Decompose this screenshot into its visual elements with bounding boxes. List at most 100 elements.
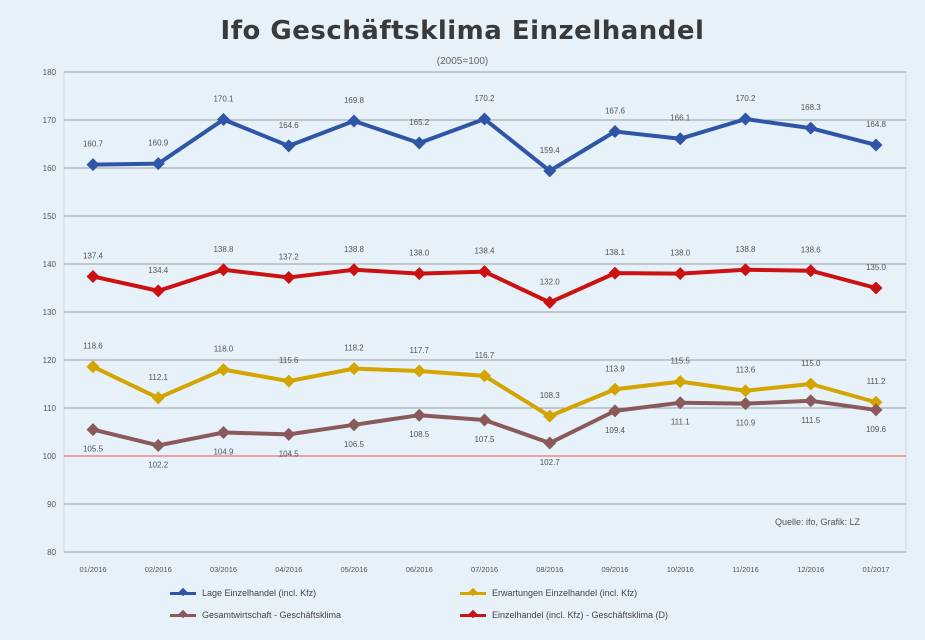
y-tick-label: 130 bbox=[43, 308, 57, 317]
data-point-0-8 bbox=[608, 125, 622, 139]
data-point-2-10 bbox=[739, 384, 752, 398]
data-label-1-1: 134.4 bbox=[148, 266, 169, 275]
chart-title: Ifo Geschäftsklima Einzelhandel bbox=[220, 16, 705, 46]
data-point-0-4 bbox=[347, 114, 361, 128]
data-label-3-8: 109.4 bbox=[605, 426, 626, 435]
data-label-2-1: 112.1 bbox=[149, 373, 169, 382]
data-label-1-0: 137.4 bbox=[83, 251, 104, 260]
x-tick-label: 01/2016 bbox=[79, 565, 106, 574]
data-label-3-7: 102.7 bbox=[540, 458, 561, 467]
data-label-0-9: 166.1 bbox=[670, 114, 691, 123]
x-tick-label: 07/2016 bbox=[471, 565, 498, 574]
data-point-0-6 bbox=[478, 112, 491, 126]
y-tick-label: 90 bbox=[47, 500, 56, 509]
data-point-3-0 bbox=[86, 423, 100, 437]
data-point-3-11 bbox=[804, 394, 818, 408]
data-point-2-0 bbox=[86, 360, 100, 374]
legend-item-lage: Lage Einzelhandel (incl. Kfz) bbox=[170, 588, 460, 598]
data-label-2-12: 111.2 bbox=[867, 377, 886, 386]
legend-item-einzelhandel-klima: Einzelhandel (incl. Kfz) - Geschäftsklim… bbox=[460, 610, 790, 620]
data-point-0-12 bbox=[869, 138, 883, 152]
data-point-1-3 bbox=[282, 270, 296, 284]
data-point-1-12 bbox=[869, 281, 883, 295]
data-point-0-5 bbox=[412, 136, 426, 150]
data-label-3-12: 109.6 bbox=[866, 425, 887, 434]
x-tick-label: 03/2016 bbox=[210, 565, 237, 574]
data-point-1-7 bbox=[543, 295, 557, 309]
y-tick-label: 170 bbox=[43, 116, 57, 125]
data-label-3-5: 108.5 bbox=[409, 430, 430, 439]
data-label-0-6: 170.2 bbox=[474, 94, 495, 103]
y-tick-label: 160 bbox=[43, 164, 57, 173]
legend-swatch-erwartungen bbox=[460, 591, 486, 595]
data-label-2-11: 115.0 bbox=[801, 359, 821, 368]
data-point-3-6 bbox=[478, 413, 491, 427]
data-label-2-8: 113.9 bbox=[605, 364, 625, 373]
data-point-1-0 bbox=[86, 269, 100, 283]
series-line-0 bbox=[92, 117, 877, 173]
legend-swatch-gesamtwirtschaft bbox=[170, 613, 196, 617]
data-label-1-4: 138.8 bbox=[344, 245, 365, 254]
chart-subtitle: (2005=100) bbox=[436, 56, 489, 67]
data-point-3-4 bbox=[347, 418, 361, 432]
data-label-0-1: 160.9 bbox=[148, 139, 169, 148]
legend-label-lage: Lage Einzelhandel (incl. Kfz) bbox=[202, 588, 317, 598]
data-label-2-7: 108.3 bbox=[540, 391, 561, 400]
data-point-1-5 bbox=[412, 267, 426, 281]
x-tick-label: 10/2016 bbox=[667, 565, 694, 574]
data-label-3-4: 106.5 bbox=[344, 440, 365, 449]
data-label-0-8: 167.6 bbox=[605, 107, 626, 116]
source-note: Quelle: ifo, Grafik: LZ bbox=[775, 517, 861, 527]
data-point-0-0 bbox=[86, 158, 100, 172]
data-label-2-5: 117.7 bbox=[410, 346, 430, 355]
data-label-3-3: 104.5 bbox=[279, 449, 300, 458]
y-tick-label: 110 bbox=[43, 404, 56, 413]
data-point-3-1 bbox=[151, 438, 165, 452]
legend-label-gesamtwirtschaft: Gesamtwirtschaft - Geschäftsklima bbox=[202, 610, 342, 620]
data-label-2-2: 118.0 bbox=[214, 345, 234, 354]
data-point-1-9 bbox=[673, 267, 687, 281]
x-tick-label: 08/2016 bbox=[536, 565, 563, 574]
x-tick-label: 11/2016 bbox=[732, 565, 759, 574]
data-point-1-1 bbox=[151, 284, 165, 298]
data-label-2-4: 118.2 bbox=[344, 344, 364, 353]
data-point-1-10 bbox=[739, 263, 752, 277]
data-point-0-7 bbox=[543, 164, 557, 178]
legend-swatch-lage bbox=[170, 591, 196, 595]
data-point-3-8 bbox=[608, 404, 622, 418]
data-point-3-10 bbox=[739, 397, 752, 411]
data-label-3-11: 111.5 bbox=[801, 416, 820, 425]
data-point-1-4 bbox=[347, 263, 361, 277]
data-point-2-7 bbox=[543, 409, 557, 423]
data-label-1-8: 138.1 bbox=[605, 248, 626, 257]
data-point-3-2 bbox=[217, 425, 230, 439]
legend-label-erwartungen: Erwartungen Einzelhandel (incl. Kfz) bbox=[492, 588, 638, 598]
data-label-0-12: 164.8 bbox=[866, 120, 887, 129]
data-label-0-3: 164.6 bbox=[279, 121, 300, 130]
data-point-2-2 bbox=[217, 363, 230, 377]
y-tick-label: 140 bbox=[43, 260, 57, 269]
data-label-1-5: 138.0 bbox=[409, 249, 430, 258]
data-label-1-12: 135.0 bbox=[866, 263, 887, 272]
data-label-0-7: 159.4 bbox=[540, 146, 561, 155]
legend-label-einzelhandel-klima: Einzelhandel (incl. Kfz) - Geschäftsklim… bbox=[492, 610, 669, 620]
x-tick-label: 01/2017 bbox=[862, 565, 889, 574]
y-tick-label: 100 bbox=[43, 452, 57, 461]
data-label-0-10: 170.2 bbox=[735, 94, 756, 103]
data-point-2-8 bbox=[608, 382, 622, 396]
data-label-2-6: 116.7 bbox=[475, 351, 495, 360]
data-label-0-4: 169.8 bbox=[344, 96, 365, 105]
data-point-2-3 bbox=[282, 374, 296, 388]
data-point-0-11 bbox=[804, 121, 818, 135]
data-label-1-7: 132.0 bbox=[540, 277, 561, 286]
y-tick-label: 150 bbox=[43, 212, 57, 221]
data-point-3-5 bbox=[412, 408, 426, 422]
legend-item-erwartungen: Erwartungen Einzelhandel (incl. Kfz) bbox=[460, 588, 790, 598]
data-point-2-6 bbox=[478, 369, 491, 383]
data-label-1-10: 138.8 bbox=[735, 245, 756, 254]
data-point-1-6 bbox=[478, 265, 491, 279]
y-tick-label: 120 bbox=[43, 356, 57, 365]
legend-item-gesamtwirtschaft: Gesamtwirtschaft - Geschäftsklima bbox=[170, 610, 460, 620]
data-point-3-3 bbox=[282, 427, 296, 441]
